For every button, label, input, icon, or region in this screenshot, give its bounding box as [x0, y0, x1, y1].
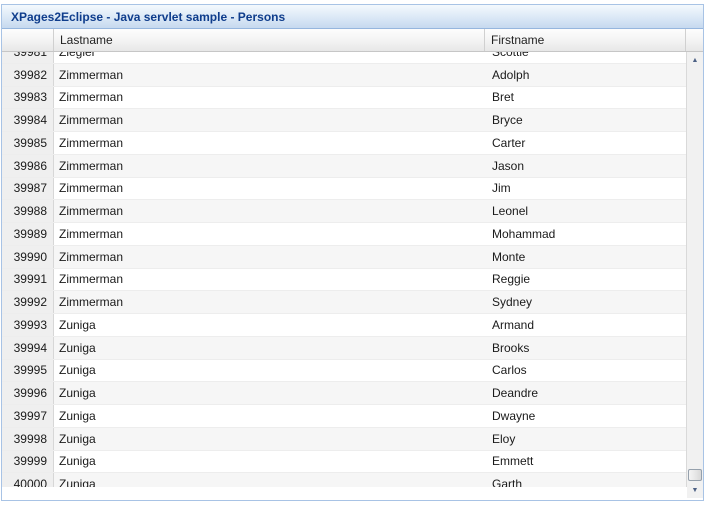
table-row[interactable]: 39986 Zimmerman Jason [2, 154, 686, 178]
row-number-cell: 39987 [2, 177, 54, 200]
row-number-cell: 39984 [2, 109, 54, 131]
firstname-cell: Jim [492, 181, 511, 196]
firstname-cell: Scottie [485, 52, 686, 63]
lastname-cell: Zuniga [59, 408, 96, 423]
grid-header: Lastname Firstname [2, 29, 703, 52]
firstname-cell: Carlos [492, 363, 527, 378]
firstname-cell: Adolph [485, 63, 686, 86]
lastname-cell: Zuniga [59, 317, 96, 332]
panel-title: XPages2Eclipse - Java servlet sample - P… [11, 9, 286, 24]
lastname-cell: Zimmerman [54, 109, 485, 131]
lastname-cell: Zuniga [59, 363, 96, 378]
firstname-cell: Eloy [485, 427, 686, 450]
grid-panel: XPages2Eclipse - Java servlet sample - P… [1, 4, 704, 501]
lastname-cell: Zuniga [54, 427, 485, 450]
scrollbar-thumb[interactable] [688, 469, 702, 481]
firstname-cell: Emmett [492, 454, 534, 469]
lastname-cell: Zuniga [54, 336, 485, 359]
lastname-cell: Ziegler [54, 52, 485, 63]
row-number-cell: 39993 [2, 314, 54, 336]
firstname-cell: Jason [485, 154, 686, 177]
table-row[interactable]: 39995 Zuniga Carlos [2, 359, 686, 383]
lastname-cell: Zimmerman [59, 181, 124, 196]
row-number-cell: 39999 [2, 450, 54, 473]
row-number-cell: 39986 [2, 154, 54, 177]
firstname-cell: Sydney [485, 291, 686, 313]
table-row[interactable]: 39982 Zimmerman Adolph [2, 63, 686, 87]
row-number-cell: 39997 [2, 405, 54, 427]
row-number-cell: 39985 [2, 132, 54, 154]
lastname-cell: Zimmerman [54, 154, 485, 177]
firstname-cell: Reggie [492, 272, 531, 287]
lastname-cell: Zuniga [54, 473, 485, 487]
table-row[interactable]: 39987 Zimmerman Jim [2, 177, 686, 201]
row-number-cell: 39983 [2, 86, 54, 109]
row-number-cell: 39994 [2, 336, 54, 359]
lastname-cell: Zimmerman [54, 245, 485, 268]
firstname-cell: Carter [492, 135, 526, 150]
row-number-cell: 39988 [2, 200, 54, 222]
table-row[interactable]: 39981 Ziegler Scottie [2, 52, 686, 64]
table-row[interactable]: 39992 Zimmerman Sydney [2, 291, 686, 314]
lastname-cell: Zimmerman [59, 226, 124, 241]
lastname-cell: Zimmerman [54, 291, 485, 313]
table-row[interactable]: 39996 Zuniga Deandre [2, 382, 686, 405]
row-number-cell: 39989 [2, 223, 54, 245]
table-row[interactable]: 39993 Zuniga Armand [2, 314, 686, 337]
table-row[interactable]: 40000 Zuniga Garth [2, 473, 686, 487]
table-row[interactable]: 39994 Zuniga Brooks [2, 336, 686, 360]
row-number-cell: 40000 [2, 473, 54, 487]
firstname-cell: Dwayne [492, 408, 536, 423]
column-header-lastname[interactable]: Lastname [54, 29, 485, 51]
row-number-cell: 39992 [2, 291, 54, 313]
vertical-scrollbar[interactable]: ▲ ▼ [687, 52, 703, 498]
table-row[interactable]: 39991 Zimmerman Reggie [2, 268, 686, 292]
firstname-cell: Armand [492, 317, 535, 332]
lastname-cell: Zimmerman [54, 200, 485, 222]
column-header-rownum[interactable] [2, 29, 54, 51]
row-number-cell: 39990 [2, 245, 54, 268]
down-arrow-icon: ▼ [691, 486, 699, 494]
table-row[interactable]: 39990 Zimmerman Monte [2, 245, 686, 269]
firstname-cell: Monte [485, 245, 686, 268]
table-row[interactable]: 39984 Zimmerman Bryce [2, 109, 686, 132]
lastname-cell: Zuniga [54, 382, 485, 404]
firstname-cell: Deandre [485, 382, 686, 404]
scroll-down-button[interactable]: ▼ [687, 482, 703, 498]
firstname-cell: Mohammad [492, 226, 556, 241]
table-row[interactable]: 39985 Zimmerman Carter [2, 132, 686, 155]
firstname-cell: Bret [492, 90, 515, 105]
firstname-cell: Garth [485, 473, 686, 487]
row-number-cell: 39991 [2, 268, 54, 291]
grid-body: 39981 Ziegler Scottie 39982 Zimmerman Ad… [2, 52, 703, 498]
row-number-cell: 39982 [2, 63, 54, 86]
table-row[interactable]: 39983 Zimmerman Bret [2, 86, 686, 110]
up-arrow-icon: ▲ [691, 56, 699, 64]
table-row[interactable]: 39988 Zimmerman Leonel [2, 200, 686, 223]
panel-titlebar: XPages2Eclipse - Java servlet sample - P… [2, 5, 703, 29]
lastname-cell: Zuniga [59, 454, 96, 469]
table-row[interactable]: 39998 Zuniga Eloy [2, 427, 686, 451]
lastname-cell: Zimmerman [59, 135, 124, 150]
scroll-up-button[interactable]: ▲ [687, 52, 703, 68]
row-number-cell: 39996 [2, 382, 54, 404]
row-number-cell: 39981 [2, 52, 54, 63]
lastname-cell: Zimmerman [54, 63, 485, 86]
table-row[interactable]: 39997 Zuniga Dwayne [2, 405, 686, 428]
lastname-cell: Zimmerman [59, 90, 124, 105]
column-header-firstname[interactable]: Firstname [485, 29, 686, 51]
firstname-cell: Leonel [485, 200, 686, 222]
table-row[interactable]: 39989 Zimmerman Mohammad [2, 223, 686, 246]
row-number-cell: 39995 [2, 359, 54, 382]
column-header-spacer [686, 29, 703, 51]
row-number-cell: 39998 [2, 427, 54, 450]
firstname-cell: Bryce [485, 109, 686, 131]
lastname-cell: Zimmerman [59, 272, 124, 287]
firstname-cell: Brooks [485, 336, 686, 359]
table-row[interactable]: 39999 Zuniga Emmett [2, 450, 686, 474]
grid-rows: 39981 Ziegler Scottie 39982 Zimmerman Ad… [2, 52, 687, 487]
